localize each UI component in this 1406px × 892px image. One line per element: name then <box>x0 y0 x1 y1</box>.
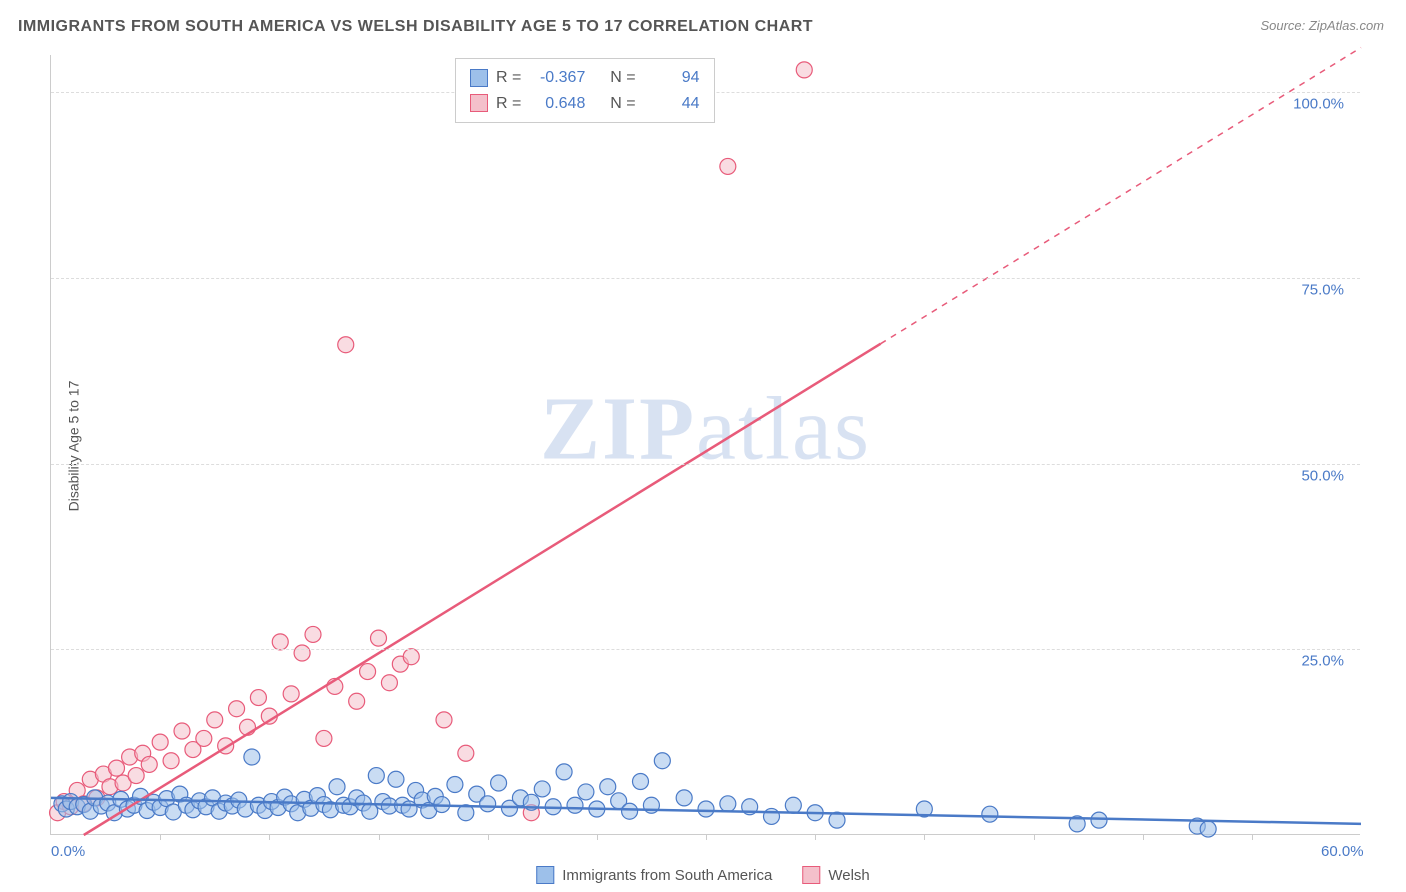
r-label: R = <box>496 65 521 91</box>
x-minor-tick <box>1143 834 1144 840</box>
r-label-2: R = <box>496 91 521 117</box>
x-minor-tick <box>1252 834 1253 840</box>
blue-point <box>567 797 583 813</box>
pink-point <box>174 723 190 739</box>
pink-point <box>196 730 212 746</box>
chart-svg <box>51 55 1360 834</box>
r-value-blue: -0.367 <box>529 65 585 91</box>
blue-point <box>1200 821 1216 837</box>
x-minor-tick <box>924 834 925 840</box>
pink-point <box>371 630 387 646</box>
legend-label-blue: Immigrants from South America <box>562 867 772 884</box>
blue-point <box>654 753 670 769</box>
pink-point <box>229 701 245 717</box>
blue-point <box>633 774 649 790</box>
pink-point <box>349 693 365 709</box>
n-label: N = <box>610 65 635 91</box>
blue-point <box>534 781 550 797</box>
pink-point <box>403 649 419 665</box>
blue-point <box>368 768 384 784</box>
blue-point <box>447 776 463 792</box>
pink-point <box>720 158 736 174</box>
x-minor-tick <box>379 834 380 840</box>
blue-point <box>600 779 616 795</box>
legend-item-blue: Immigrants from South America <box>536 866 772 884</box>
pink-regression-solid <box>84 344 881 835</box>
pink-point <box>381 675 397 691</box>
y-tick-label: 25.0% <box>1301 653 1344 670</box>
blue-point <box>480 796 496 812</box>
blue-point <box>578 784 594 800</box>
x-minor-tick <box>269 834 270 840</box>
stats-legend-box: R = -0.367 N = 94 R = 0.648 N = 44 <box>455 58 715 123</box>
blue-point <box>622 803 638 819</box>
pink-point <box>272 634 288 650</box>
pink-point <box>141 756 157 772</box>
blue-point <box>244 749 260 765</box>
x-minor-tick <box>597 834 598 840</box>
blue-point <box>491 775 507 791</box>
pink-point <box>338 337 354 353</box>
y-tick-label: 50.0% <box>1301 467 1344 484</box>
x-minor-tick <box>815 834 816 840</box>
n-value-pink: 44 <box>644 91 700 117</box>
pink-point <box>207 712 223 728</box>
gridline <box>51 278 1360 279</box>
source-attribution: Source: ZipAtlas.com <box>1260 18 1384 33</box>
pink-point <box>250 690 266 706</box>
legend-swatch-pink <box>802 866 820 884</box>
pink-point <box>128 768 144 784</box>
pink-point <box>294 645 310 661</box>
x-tick-label: 60.0% <box>1321 843 1364 860</box>
stats-row-pink: R = 0.648 N = 44 <box>470 91 700 117</box>
blue-point <box>785 797 801 813</box>
x-minor-tick <box>488 834 489 840</box>
pink-point <box>436 712 452 728</box>
stats-swatch-pink <box>470 94 488 112</box>
n-value-blue: 94 <box>644 65 700 91</box>
x-minor-tick <box>706 834 707 840</box>
y-tick-label: 75.0% <box>1301 281 1344 298</box>
blue-point <box>388 771 404 787</box>
pink-point <box>360 664 376 680</box>
pink-point <box>163 753 179 769</box>
legend-label-pink: Welsh <box>828 867 869 884</box>
pink-point <box>283 686 299 702</box>
stats-row-blue: R = -0.367 N = 94 <box>470 65 700 91</box>
pink-point <box>109 760 125 776</box>
blue-point <box>720 796 736 812</box>
r-value-pink: 0.648 <box>529 91 585 117</box>
x-minor-tick <box>1034 834 1035 840</box>
blue-point <box>698 801 714 817</box>
pink-point <box>305 626 321 642</box>
pink-point <box>458 745 474 761</box>
chart-title: IMMIGRANTS FROM SOUTH AMERICA VS WELSH D… <box>18 18 813 36</box>
gridline <box>51 649 1360 650</box>
pink-point <box>316 730 332 746</box>
x-tick-label: 0.0% <box>51 843 85 860</box>
y-tick-label: 100.0% <box>1293 96 1344 113</box>
blue-point <box>1091 812 1107 828</box>
blue-point <box>329 779 345 795</box>
n-label-2: N = <box>610 91 635 117</box>
bottom-legend: Immigrants from South America Welsh <box>536 866 869 884</box>
x-minor-tick <box>160 834 161 840</box>
blue-point <box>982 806 998 822</box>
legend-swatch-blue <box>536 866 554 884</box>
plot-area: ZIPatlas 25.0%50.0%75.0%100.0%0.0%60.0% <box>50 55 1360 835</box>
blue-point <box>676 790 692 806</box>
gridline <box>51 464 1360 465</box>
pink-point <box>152 734 168 750</box>
stats-swatch-blue <box>470 69 488 87</box>
blue-point <box>556 764 572 780</box>
legend-item-pink: Welsh <box>802 866 869 884</box>
pink-point <box>796 62 812 78</box>
